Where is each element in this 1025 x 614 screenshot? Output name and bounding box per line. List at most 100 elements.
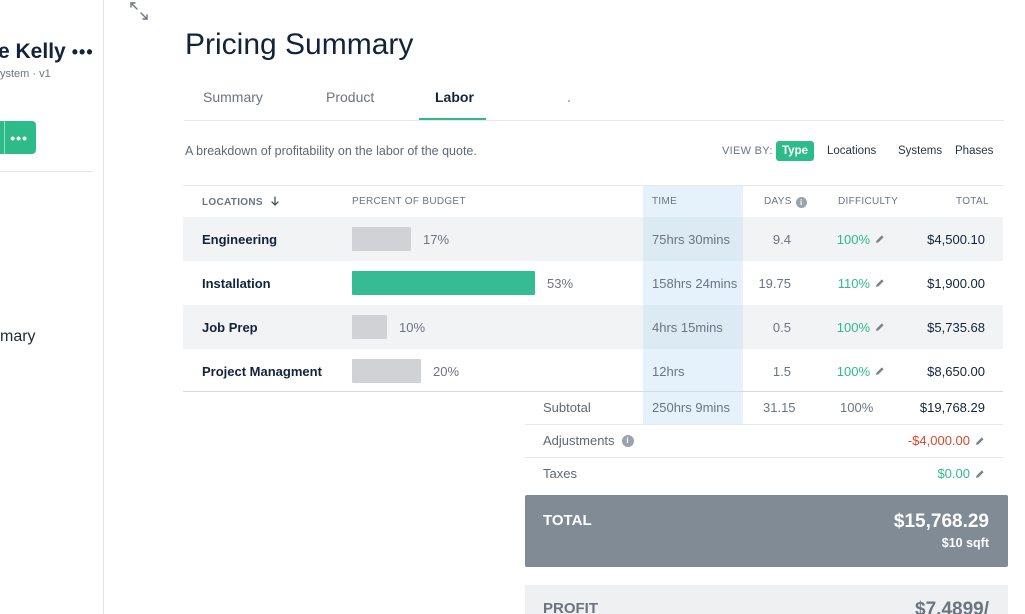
difficulty-percent: 100% — [836, 231, 870, 247]
time-value: 75hrs 30mins — [652, 231, 731, 247]
active-tab-indicator — [419, 118, 486, 120]
pencil-icon[interactable] — [875, 278, 885, 288]
view-by-phases[interactable]: Phases — [955, 145, 994, 157]
pencil-icon[interactable] — [975, 436, 985, 446]
subtotal-total: $19,768.29 — [919, 400, 985, 415]
adjustments-label: Adjustments i — [543, 424, 634, 457]
info-icon[interactable]: i — [795, 197, 807, 208]
sort-down-icon[interactable] — [270, 196, 280, 206]
header-locations-label: LOCATIONS — [202, 197, 263, 208]
project-menu-icon[interactable]: ••• — [71, 42, 94, 62]
total-amount: $15,768.29 — [893, 511, 989, 532]
labor-description: A breakdown of profitability on the labo… — [185, 144, 477, 158]
budget-percent: 17% — [423, 231, 450, 247]
time-cell-shade — [643, 305, 743, 349]
budget-bar — [352, 271, 535, 295]
taxes-amount: $0.00 — [937, 466, 970, 481]
pencil-icon[interactable] — [875, 322, 885, 332]
sidebar-item-summary[interactable]: mary — [0, 328, 36, 345]
subtotal-label: Subtotal — [543, 400, 591, 415]
pencil-icon[interactable] — [875, 366, 885, 376]
row-total: $5,735.68 — [927, 319, 985, 335]
subtotal-row: Subtotal 250hrs 9mins 31.15 100% $19,768… — [525, 391, 1003, 424]
difficulty-value[interactable]: 100% — [837, 349, 885, 393]
table-row[interactable]: Project Managment 20% 12hrs 1.5 100% $8,650.0… — [183, 349, 1003, 393]
adjustments-row: Adjustments i -$4,000.00 — [525, 424, 1003, 457]
adjustments-label-text: Adjustments — [543, 433, 615, 448]
budget-bar — [352, 315, 387, 339]
table-row[interactable]: Engineering 17% 75hrs 30mins 9.4 100% $4,500.… — [183, 217, 1003, 261]
row-total: $8,650.00 — [927, 363, 985, 379]
profit-label: PROFIT — [543, 600, 598, 614]
adjustments-value: -$4,000.00 — [908, 424, 985, 457]
tab-bar: Summary Product Labor — [184, 82, 1004, 121]
taxes-label: Taxes — [543, 466, 577, 481]
subtotal-time: 250hrs 9mins — [652, 400, 731, 415]
total-box: TOTAL $15,768.29 $10 sqft — [525, 495, 1008, 567]
table-row[interactable]: Installation 53% 158hrs 24mins 19.75 110% $1,… — [183, 261, 1003, 305]
taxes-value: $0.00 — [937, 457, 985, 490]
days-value: 1.5 — [772, 363, 791, 379]
budget-percent: 10% — [399, 319, 426, 335]
subtotal-days: 31.15 — [763, 400, 796, 415]
time-cell-shade — [643, 217, 743, 261]
summary-divider — [525, 424, 1003, 425]
days-value: 0.5 — [772, 319, 791, 335]
time-value: 12hrs — [652, 363, 685, 379]
header-time: TIME — [652, 196, 678, 207]
project-subtitle: ystem · v1 — [0, 68, 51, 80]
project-name: e Kelly ••• — [0, 40, 94, 64]
table-row[interactable]: Job Prep 10% 4hrs 15mins 0.5 100% $5,735.68 — [183, 305, 1003, 349]
sidebar-divider — [0, 171, 93, 172]
expand-icon[interactable] — [129, 1, 149, 21]
summary-divider — [525, 457, 1003, 458]
view-by-systems[interactable]: Systems — [898, 145, 943, 157]
total-label: TOTAL — [543, 512, 592, 529]
header-total: TOTAL — [956, 196, 989, 207]
location-name: Job Prep — [202, 319, 258, 335]
table-top-border — [183, 185, 1003, 186]
info-icon[interactable]: i — [621, 434, 634, 447]
difficulty-value[interactable]: 100% — [837, 305, 885, 349]
view-by-label: VIEW BY: — [722, 145, 773, 157]
tab-summary[interactable]: Summary — [203, 89, 263, 105]
difficulty-percent: 110% — [837, 275, 870, 291]
left-panel: e Kelly ••• ystem · v1 ••• mary — [0, 0, 104, 614]
profit-box: PROFIT $7,4899/ — [525, 585, 1008, 614]
location-name: Engineering — [202, 231, 278, 247]
difficulty-percent: 100% — [836, 319, 870, 335]
difficulty-value[interactable]: 100% — [837, 217, 885, 261]
difficulty-percent: 100% — [836, 363, 870, 379]
days-value: 9.4 — [772, 231, 791, 247]
project-name-text: e Kelly — [0, 40, 66, 63]
pencil-icon[interactable] — [975, 469, 985, 479]
header-days: DAYS i — [764, 196, 807, 208]
budget-bar — [352, 227, 411, 251]
header-difficulty: DIFFICULTY — [838, 196, 899, 207]
subtotal-difficulty: 100% — [840, 400, 874, 415]
location-name: Project Managment — [202, 363, 322, 379]
pencil-icon[interactable] — [875, 234, 885, 244]
header-percent-of-budget: PERCENT OF BUDGET — [352, 196, 466, 207]
total-per-sqft: $10 sqft — [941, 536, 989, 550]
budget-percent: 20% — [433, 363, 460, 379]
action-menu-button[interactable]: ••• — [0, 121, 36, 154]
difficulty-value[interactable]: 110% — [838, 261, 885, 305]
taxes-row: Taxes $0.00 — [525, 457, 1003, 490]
budget-bar — [352, 359, 421, 383]
location-name: Installation — [202, 275, 271, 291]
header-days-label: DAYS — [764, 196, 792, 207]
adjustments-amount: -$4,000.00 — [907, 433, 970, 448]
tab-labor[interactable]: Labor — [435, 89, 474, 105]
days-value: 19.75 — [758, 275, 791, 291]
view-by-type[interactable]: Type — [776, 141, 814, 161]
view-by-locations[interactable]: Locations — [827, 145, 877, 157]
page-title: Pricing Summary — [185, 28, 414, 61]
time-value: 4hrs 15mins — [652, 319, 723, 335]
header-locations[interactable]: LOCATIONS — [202, 196, 280, 208]
tab-overflow-dot — [568, 100, 570, 102]
budget-percent: 53% — [547, 275, 574, 291]
profit-amount: $7,4899/ — [915, 599, 989, 614]
time-value: 158hrs 24mins — [652, 275, 738, 291]
tab-product[interactable]: Product — [326, 89, 375, 105]
